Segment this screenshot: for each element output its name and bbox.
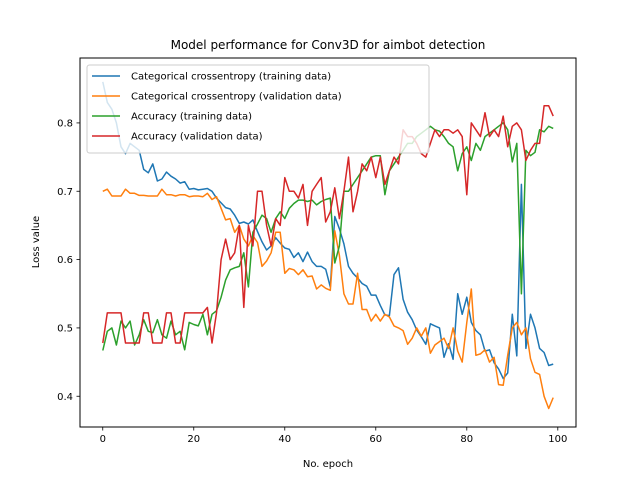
x-tick-label: 80 [460,434,473,445]
y-tick-label: 0.8 [57,118,73,129]
x-tick-label: 0 [100,434,106,445]
y-tick-label: 0.6 [57,255,73,266]
y-tick-label: 0.4 [57,392,73,403]
plot-frame [79,57,577,428]
x-axis-ticks: 0 20 40 60 80 100 [100,427,567,445]
legend-label-3: Accuracy (validation data) [131,132,263,143]
series-layer [102,81,554,410]
series-line-2 [102,122,554,351]
x-tick-label: 60 [369,434,382,445]
series-line-3 [102,105,554,344]
legend-label-2: Accuracy (training data) [131,112,252,123]
y-axis-label: Loss value [31,216,42,268]
x-tick-label: 40 [278,434,291,445]
x-tick-label: 100 [548,434,567,445]
legend: Categorical crossentropy (training data)… [86,64,430,154]
legend-box [86,64,430,154]
legend-label-0: Categorical crossentropy (training data) [131,72,331,83]
x-axis-label: No. epoch [303,459,353,470]
y-axis-ticks: 0.4 0.5 0.6 0.7 0.8 [57,118,80,403]
series-line-1 [102,188,554,410]
legend-label-1: Categorical crossentropy (validation dat… [131,92,342,103]
chart-title: Model performance for Conv3D for aimbot … [171,38,486,52]
x-tick-label: 20 [187,434,200,445]
y-tick-label: 0.7 [57,187,73,198]
series-line-0 [102,81,554,380]
y-tick-label: 0.5 [57,323,73,334]
